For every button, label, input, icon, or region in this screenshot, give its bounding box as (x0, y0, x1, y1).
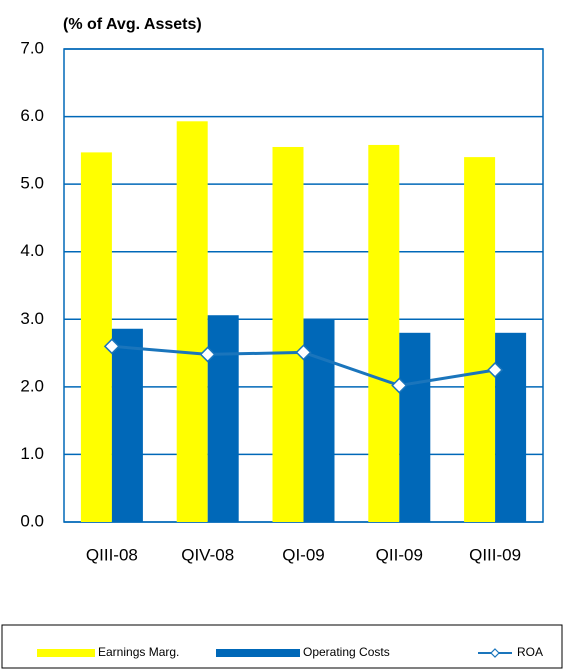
bar (368, 144, 400, 523)
legend-label: Earnings Marg. (98, 645, 179, 659)
legend-box (1, 624, 563, 669)
y-tick-label: 6.0 (20, 106, 44, 125)
line-marker (391, 377, 408, 394)
bar (399, 332, 431, 522)
bar (80, 152, 112, 523)
bar (111, 328, 143, 522)
x-tick-label: QIV-08 (181, 545, 234, 564)
line-marker (103, 338, 120, 355)
bar (464, 157, 496, 522)
legend-swatch (37, 649, 95, 657)
legend-label: ROA (517, 645, 543, 659)
legend-swatch (216, 649, 300, 657)
x-tick-label: QI-09 (282, 545, 325, 564)
y-tick-label: 7.0 (20, 38, 44, 57)
y-tick-label: 3.0 (20, 309, 44, 328)
line-marker (199, 346, 216, 363)
y-tick-label: 0.0 (20, 511, 44, 530)
x-tick-label: QIII-09 (469, 545, 521, 564)
bar (207, 315, 239, 522)
x-tick-label: QII-09 (376, 545, 423, 564)
bar (176, 121, 208, 523)
bar (495, 332, 527, 522)
y-tick-label: 2.0 (20, 376, 44, 395)
legend-marker (490, 648, 500, 658)
y-tick-label: 4.0 (20, 241, 44, 260)
legend-label: Operating Costs (303, 645, 390, 659)
line-marker (295, 344, 312, 361)
bar (272, 146, 304, 522)
line-marker (487, 361, 504, 379)
chart-title: (% of Avg. Assets) (63, 16, 202, 33)
y-tick-label: 5.0 (20, 174, 44, 193)
y-tick-label: 1.0 (20, 444, 44, 463)
x-tick-label: QIII-08 (86, 545, 138, 564)
